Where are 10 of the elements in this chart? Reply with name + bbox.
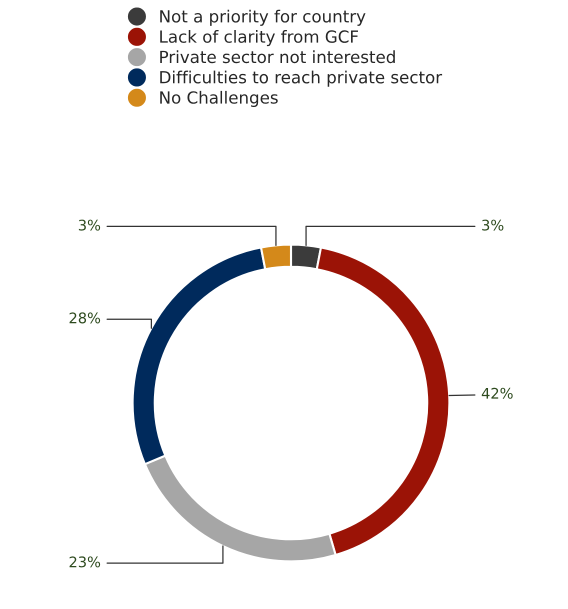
data-label: 23%	[70, 556, 100, 568]
data-label: 28%	[70, 312, 100, 324]
legend-label: No Challenges	[160, 90, 278, 108]
data-label: 3%	[78, 220, 100, 231]
legend-label: Private sector not interested	[160, 50, 395, 64]
legend-label: Not a priority for country	[160, 10, 366, 26]
legend-label: Lack of clarity from GCF	[160, 30, 358, 46]
legend-label: Difficulties to reach private sector	[160, 70, 442, 87]
data-label: 42%	[482, 388, 513, 399]
data-label: 3%	[482, 220, 504, 231]
